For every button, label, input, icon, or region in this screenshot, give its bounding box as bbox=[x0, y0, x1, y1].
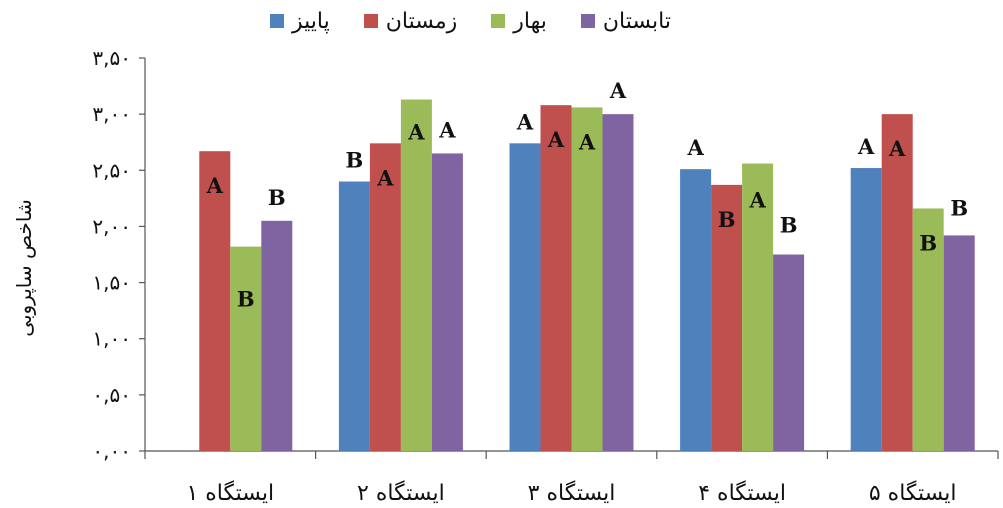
bar bbox=[261, 220, 293, 451]
x-tick-label: ایستگاه ۱ bbox=[186, 480, 274, 506]
y-tick-label: ۳,۵۰ bbox=[92, 46, 131, 70]
y-tick-label: ۲,۵۰ bbox=[92, 158, 131, 182]
bar bbox=[742, 163, 774, 451]
significance-label: B bbox=[780, 213, 798, 238]
significance-label: A bbox=[547, 127, 565, 152]
significance-label: A bbox=[376, 165, 394, 190]
axes: ۰,۰۰ ۰,۵۰ ۱,۰۰ ۱,۵۰ ۲,۰۰ ۲,۵۰ ۳,۰۰ ۳,۵۰ ایستگاه … bbox=[92, 46, 999, 506]
bar bbox=[230, 246, 262, 451]
bar bbox=[773, 254, 805, 451]
bar bbox=[602, 114, 634, 452]
significance-label: A bbox=[609, 78, 627, 103]
y-tick-label: ۱,۵۰ bbox=[92, 271, 131, 295]
y-axis-title-wrap: شاخص ساپروبی bbox=[6, 168, 42, 368]
significance-label: A bbox=[438, 117, 456, 142]
bars bbox=[199, 99, 975, 452]
bar bbox=[943, 235, 975, 451]
legend-swatch bbox=[491, 14, 506, 28]
bar bbox=[912, 208, 944, 451]
legend-item-spring: بهار bbox=[491, 9, 547, 34]
legend-label: زمستان bbox=[385, 8, 458, 34]
x-tick-label: ایستگاه ۲ bbox=[357, 480, 445, 506]
legend-label: پاییز bbox=[292, 8, 330, 34]
bar bbox=[400, 99, 432, 451]
significance-label: A bbox=[407, 120, 425, 145]
significance-label: B bbox=[237, 287, 255, 312]
y-tick-label: ۳,۰۰ bbox=[92, 102, 131, 126]
significance-label: B bbox=[346, 148, 364, 173]
bar bbox=[199, 151, 231, 451]
x-tick-label: ایستگاه ۳ bbox=[528, 480, 616, 506]
significance-label: B bbox=[718, 207, 736, 232]
significance-label: A bbox=[888, 136, 906, 161]
legend-item-autumn: پاییز bbox=[270, 9, 330, 34]
significance-label: A bbox=[748, 188, 766, 213]
significance-label: A bbox=[516, 109, 534, 134]
significance-label: A bbox=[578, 129, 596, 154]
bar bbox=[571, 107, 603, 452]
significance-label: B bbox=[268, 185, 286, 210]
bar bbox=[431, 153, 463, 451]
significance-label: B bbox=[950, 195, 968, 220]
legend: پاییز زمستان بهار تابستان bbox=[270, 6, 705, 36]
y-tick-label: ۰,۵۰ bbox=[92, 383, 131, 407]
y-tick-label: ۱,۰۰ bbox=[92, 327, 131, 351]
bar bbox=[540, 105, 572, 451]
y-axis-title: شاخص ساپروبی bbox=[12, 199, 36, 337]
bar bbox=[680, 169, 712, 452]
legend-item-winter: زمستان bbox=[363, 8, 458, 34]
legend-swatch bbox=[363, 14, 378, 28]
bar bbox=[338, 181, 370, 451]
y-tick-label: ۲,۰۰ bbox=[92, 214, 131, 238]
bar bbox=[369, 143, 401, 451]
legend-label: بهار bbox=[513, 8, 547, 34]
bar bbox=[509, 143, 541, 451]
significance-label: B bbox=[919, 230, 937, 255]
y-tick-label: ۰,۰۰ bbox=[92, 439, 131, 463]
x-tick-label: ایستگاه ۴ bbox=[698, 480, 786, 506]
bar bbox=[850, 168, 882, 452]
x-tick-label: ایستگاه ۵ bbox=[869, 480, 957, 506]
significance-label: A bbox=[686, 135, 704, 160]
significance-label: A bbox=[206, 173, 224, 198]
legend-item-summer: تابستان bbox=[580, 8, 671, 34]
legend-swatch bbox=[270, 14, 284, 28]
bar bbox=[881, 114, 913, 452]
bar bbox=[711, 184, 743, 451]
legend-label: تابستان bbox=[602, 8, 671, 34]
significance-label: A bbox=[857, 134, 875, 159]
legend-swatch bbox=[580, 14, 595, 28]
